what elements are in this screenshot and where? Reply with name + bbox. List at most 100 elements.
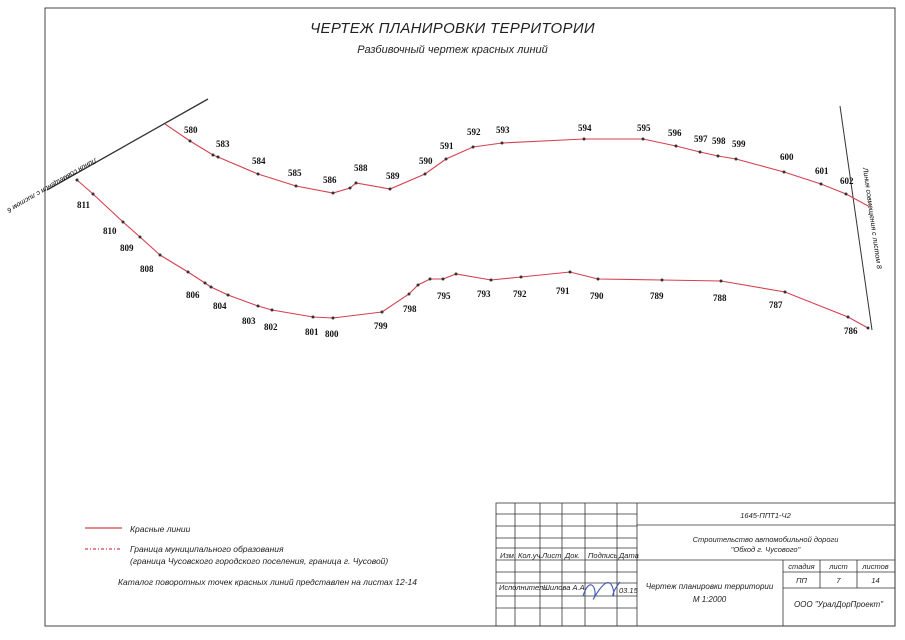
lower-vertex bbox=[866, 326, 870, 330]
point-label-788: 788 bbox=[713, 293, 727, 303]
page-title: ЧЕРТЕЖ ПЛАНИРОВКИ ТЕРРИТОРИИ bbox=[310, 20, 595, 37]
drawing-name: Чертеж планировки территории bbox=[645, 582, 774, 591]
point-label-592: 592 bbox=[467, 127, 481, 137]
upper-vertex bbox=[211, 153, 215, 157]
match-line-right-label: Линия совмещения с листом 8 bbox=[861, 166, 882, 269]
point-label-590: 590 bbox=[419, 156, 433, 166]
point-label-597: 597 bbox=[694, 134, 708, 144]
col-koluch: Кол.уч. bbox=[518, 551, 543, 560]
upper-vertex bbox=[641, 137, 645, 141]
upper-vertex bbox=[188, 139, 192, 143]
point-label-801: 801 bbox=[305, 327, 319, 337]
col-podpis: Подпись bbox=[588, 551, 618, 560]
lower-red-line bbox=[76, 179, 869, 329]
upper-vertex bbox=[674, 144, 678, 148]
point-label-594: 594 bbox=[578, 123, 592, 133]
stamp-code: 1645-ППТ1-Ч2 bbox=[740, 511, 791, 520]
lower-vertex bbox=[311, 315, 315, 319]
lower-vertex bbox=[596, 277, 600, 281]
point-label-808: 808 bbox=[140, 264, 154, 274]
point-label-601: 601 bbox=[815, 166, 829, 176]
point-label-790: 790 bbox=[590, 291, 604, 301]
stamp-frame bbox=[495, 502, 896, 627]
upper-vertex bbox=[444, 157, 448, 161]
upper-vertex bbox=[471, 145, 475, 149]
sheet-value: 7 bbox=[836, 576, 841, 585]
point-label-809: 809 bbox=[120, 243, 134, 253]
sheet-frame bbox=[44, 7, 896, 627]
point-label-589: 589 bbox=[386, 171, 400, 181]
executor-label: Исполнитель bbox=[499, 583, 548, 592]
col-dok: Док. bbox=[565, 551, 581, 560]
lower-vertex bbox=[441, 277, 445, 281]
sheets-label: листов bbox=[862, 562, 889, 571]
point-label-806: 806 bbox=[186, 290, 200, 300]
stage-label: стадия bbox=[788, 562, 815, 571]
point-label-593: 593 bbox=[496, 125, 510, 135]
point-label-585: 585 bbox=[288, 168, 302, 178]
lower-vertex bbox=[138, 235, 142, 239]
upper-vertex bbox=[354, 181, 358, 185]
legend-boundary-sublabel: (граница Чусовского городского поселения… bbox=[130, 556, 389, 566]
legend-boundary-label: Граница муниципального образования bbox=[130, 544, 284, 554]
point-label-787: 787 bbox=[769, 300, 783, 310]
point-label-800: 800 bbox=[325, 329, 339, 339]
upper-vertex bbox=[216, 155, 220, 159]
lower-vertex bbox=[121, 220, 125, 224]
lower-vertex bbox=[416, 283, 420, 287]
upper-vertex bbox=[844, 192, 848, 196]
match-line-left bbox=[46, 98, 209, 191]
sheets-value: 14 bbox=[871, 576, 880, 585]
lower-vertex bbox=[454, 272, 458, 276]
upper-vertex bbox=[256, 172, 260, 176]
lower-vertex bbox=[407, 292, 411, 296]
point-label-802: 802 bbox=[264, 322, 278, 332]
lower-vertex bbox=[91, 192, 95, 196]
upper-vertex bbox=[582, 137, 586, 141]
lower-vertex bbox=[489, 278, 493, 282]
point-label-583: 583 bbox=[216, 139, 230, 149]
lower-vertex bbox=[519, 275, 523, 279]
page-subtitle: Разбивочный чертеж красных линий bbox=[357, 44, 548, 56]
point-label-595: 595 bbox=[637, 123, 651, 133]
lower-vertex bbox=[270, 308, 274, 312]
point-label-799: 799 bbox=[374, 321, 388, 331]
company-name: ООО "УралДорПроект" bbox=[793, 600, 884, 609]
lower-vertex bbox=[783, 290, 787, 294]
upper-vertex bbox=[819, 182, 823, 186]
point-label-600: 600 bbox=[780, 152, 794, 162]
upper-vertex bbox=[388, 187, 392, 191]
upper-red-line bbox=[164, 123, 871, 208]
lower-vertex bbox=[158, 253, 162, 257]
point-label-584: 584 bbox=[252, 156, 266, 166]
point-label-588: 588 bbox=[354, 163, 368, 173]
signature bbox=[582, 581, 621, 600]
point-label-795: 795 bbox=[437, 291, 451, 301]
upper-vertex bbox=[500, 141, 504, 145]
lower-vertex bbox=[203, 281, 207, 285]
upper-vertex bbox=[331, 191, 335, 195]
upper-vertex bbox=[698, 150, 702, 154]
point-label-798: 798 bbox=[403, 304, 417, 314]
point-label-580: 580 bbox=[184, 125, 198, 135]
sheet-label: лист bbox=[829, 562, 848, 571]
point-label-586: 586 bbox=[323, 175, 337, 185]
lower-vertex bbox=[75, 178, 79, 182]
match-line-right bbox=[839, 105, 873, 331]
lower-vertex bbox=[719, 279, 723, 283]
point-label-804: 804 bbox=[213, 301, 227, 311]
lower-vertex bbox=[846, 315, 850, 319]
point-label-789: 789 bbox=[650, 291, 664, 301]
point-label-793: 793 bbox=[477, 289, 491, 299]
upper-vertex bbox=[348, 186, 352, 190]
point-label-602: 602 bbox=[840, 176, 854, 186]
col-izm: Изм. bbox=[500, 551, 516, 560]
col-data: Дата bbox=[619, 551, 639, 560]
point-label-810: 810 bbox=[103, 226, 117, 236]
upper-vertex bbox=[782, 170, 786, 174]
lower-vertex bbox=[256, 304, 260, 308]
lower-vertex bbox=[209, 285, 213, 289]
executor-date: 03.15 bbox=[619, 586, 638, 595]
